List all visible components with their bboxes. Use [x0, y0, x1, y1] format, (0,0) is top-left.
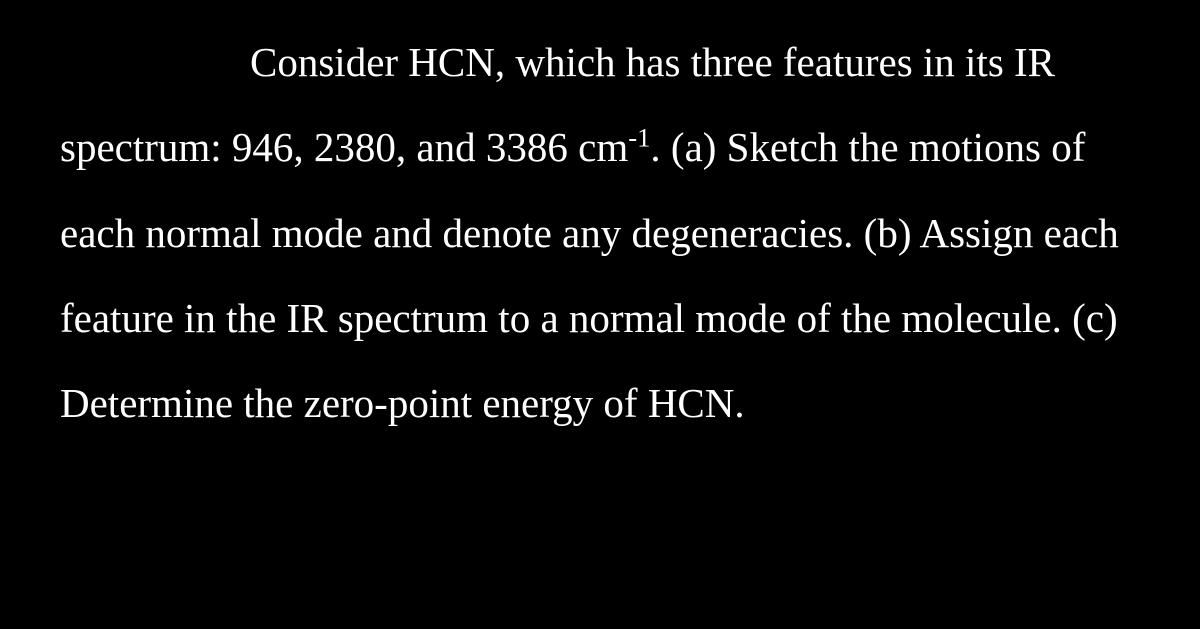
problem-text: Consider HCN, which has three features i…: [60, 20, 1140, 446]
superscript-unit: -1: [628, 123, 650, 153]
